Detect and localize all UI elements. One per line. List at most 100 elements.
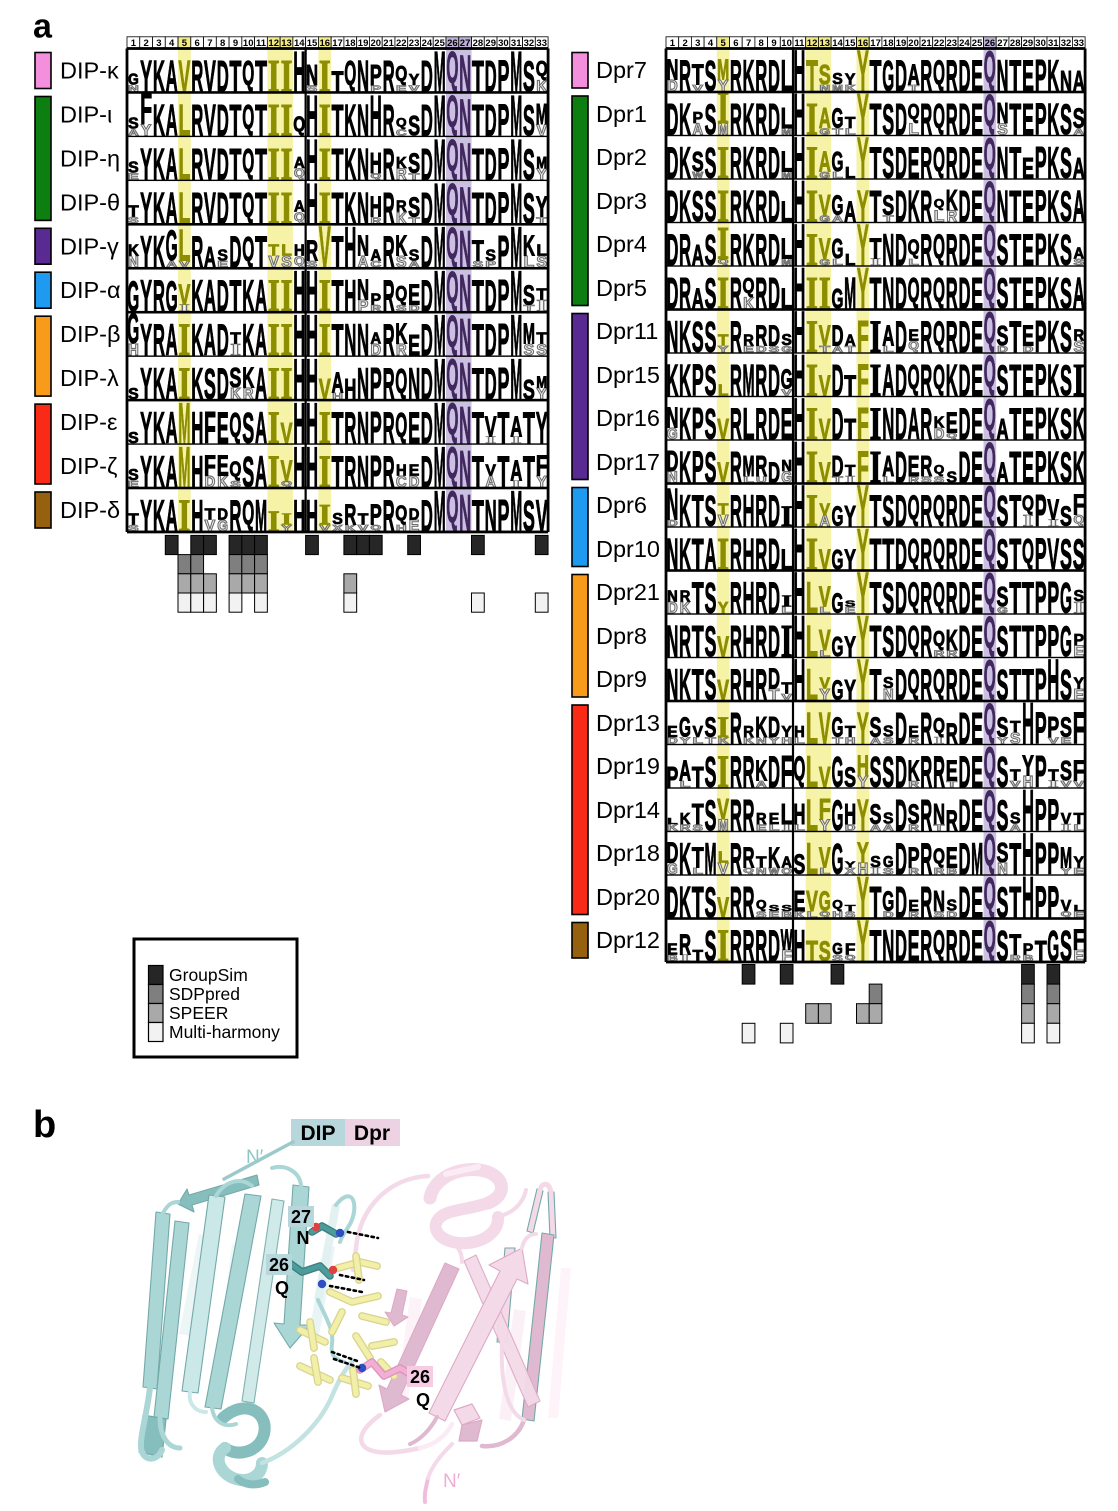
svg-text:Q: Q <box>536 56 548 80</box>
svg-text:I: I <box>870 398 882 450</box>
svg-text:T: T <box>332 316 344 365</box>
svg-text:P: P <box>1035 530 1047 580</box>
svg-text:Q: Q <box>446 176 458 225</box>
svg-text:T: T <box>332 185 344 234</box>
svg-text:T: T <box>1009 226 1021 275</box>
svg-text:K: K <box>1047 96 1059 145</box>
svg-text:L: L <box>743 475 754 485</box>
svg-text:S: S <box>1010 730 1021 747</box>
svg-text:T: T <box>1009 930 1021 961</box>
svg-text:R: R <box>920 749 932 798</box>
svg-text:Q: Q <box>395 281 407 305</box>
svg-text:A: A <box>844 196 856 228</box>
svg-text:Dpr12: Dpr12 <box>596 927 660 953</box>
svg-text:L: L <box>781 197 793 228</box>
svg-text:Q: Q <box>984 130 996 179</box>
svg-text:R: R <box>153 317 165 366</box>
svg-text:R: R <box>755 575 767 624</box>
svg-text:N: N <box>357 141 369 190</box>
svg-text:Dpr6: Dpr6 <box>596 492 647 518</box>
svg-text:H: H <box>293 40 305 105</box>
svg-text:R: R <box>755 227 767 276</box>
svg-text:M: M <box>434 259 446 323</box>
svg-text:L: L <box>781 52 793 101</box>
svg-text:H: H <box>743 618 755 667</box>
svg-text:A: A <box>882 320 894 352</box>
svg-text:M: M <box>523 318 535 349</box>
svg-text:G: G <box>127 272 139 320</box>
svg-text:M: M <box>510 479 522 543</box>
svg-text:D: D <box>421 141 433 190</box>
svg-text:K: K <box>755 711 767 743</box>
svg-text:D: D <box>959 662 971 711</box>
svg-text:32: 32 <box>524 38 535 49</box>
svg-text:R: R <box>755 488 767 537</box>
svg-text:Y: Y <box>1074 854 1085 871</box>
svg-text:B: B <box>781 910 792 920</box>
svg-text:Q: Q <box>242 230 254 269</box>
svg-text:I: I <box>268 358 280 410</box>
svg-text:Y: Y <box>536 193 548 224</box>
svg-text:A: A <box>255 405 267 454</box>
svg-text:S: S <box>1060 225 1072 273</box>
svg-text:R: R <box>383 141 395 190</box>
svg-text:T: T <box>1009 531 1021 580</box>
svg-text:R: R <box>946 53 958 102</box>
svg-text:F: F <box>1073 756 1085 787</box>
svg-text:N: N <box>357 361 369 410</box>
svg-text:E: E <box>128 479 139 489</box>
svg-text:D: D <box>421 317 433 366</box>
svg-text:R: R <box>730 227 742 276</box>
svg-text:A: A <box>166 185 178 234</box>
svg-text:A: A <box>756 779 767 789</box>
svg-text:Dpr18: Dpr18 <box>596 840 660 866</box>
svg-text:D: D <box>959 270 971 319</box>
svg-text:14: 14 <box>832 38 843 49</box>
svg-text:L: L <box>883 475 894 485</box>
svg-text:M: M <box>718 817 729 835</box>
svg-text:Dpr13: Dpr13 <box>596 710 660 736</box>
svg-text:T: T <box>870 879 882 928</box>
svg-text:R: R <box>920 450 932 482</box>
svg-text:11: 11 <box>794 38 805 49</box>
svg-text:P: P <box>497 316 509 366</box>
svg-text:T: T <box>229 185 241 234</box>
svg-text:F: F <box>857 313 869 362</box>
svg-text:L: L <box>806 574 818 623</box>
svg-text:M: M <box>781 258 792 268</box>
svg-text:E: E <box>971 704 983 754</box>
svg-text:H: H <box>306 128 318 193</box>
svg-text:Y: Y <box>857 182 869 232</box>
svg-text:Q: Q <box>908 234 920 258</box>
svg-text:I: I <box>319 402 331 454</box>
svg-text:S: S <box>997 225 1009 273</box>
svg-text:E: E <box>1022 182 1034 232</box>
svg-text:Q: Q <box>820 911 831 918</box>
svg-text:D: D <box>485 185 497 234</box>
svg-text:I: I <box>870 866 881 876</box>
svg-text:Dpr: Dpr <box>354 1122 390 1145</box>
svg-text:E: E <box>845 605 856 615</box>
svg-text:K: K <box>396 210 407 228</box>
svg-text:L: L <box>781 605 792 615</box>
svg-text:P: P <box>370 448 382 498</box>
svg-text:13: 13 <box>820 38 831 49</box>
svg-text:30: 30 <box>498 38 509 49</box>
svg-text:I: I <box>1073 354 1085 406</box>
svg-text:D: D <box>959 140 971 189</box>
svg-text:31: 31 <box>511 38 522 49</box>
svg-text:P: P <box>1035 313 1047 363</box>
svg-text:T: T <box>845 114 856 132</box>
svg-text:N: N <box>882 227 894 276</box>
svg-text:R: R <box>933 749 945 798</box>
svg-text:D: D <box>768 663 780 695</box>
svg-text:S: S <box>997 747 1009 795</box>
svg-text:Y: Y <box>857 127 869 192</box>
svg-text:H: H <box>306 347 318 412</box>
svg-text:V: V <box>320 523 331 533</box>
svg-text:S: S <box>883 724 894 741</box>
svg-text:T: T <box>497 448 509 497</box>
svg-text:N: N <box>357 97 369 146</box>
svg-text:D: D <box>895 488 907 537</box>
svg-text:A: A <box>692 283 704 315</box>
